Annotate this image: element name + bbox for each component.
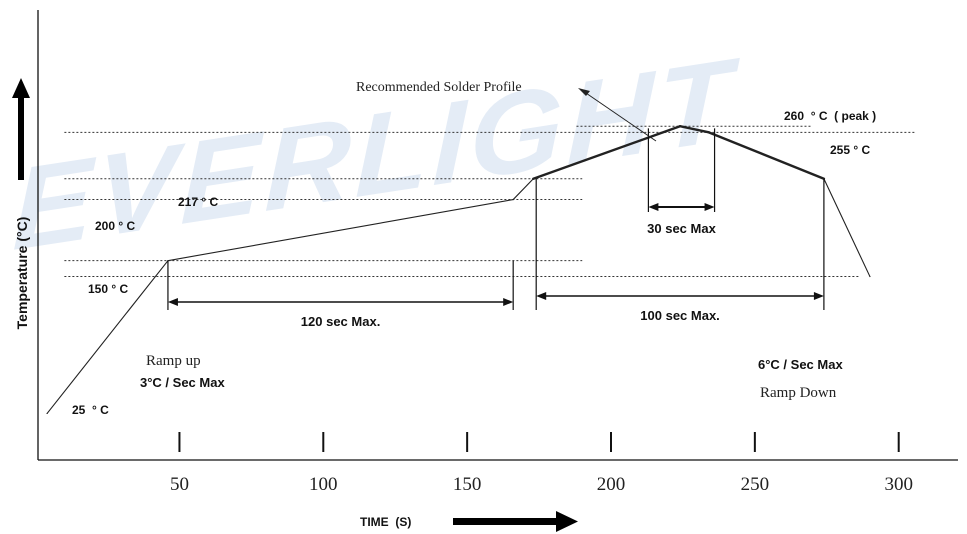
ramp-down-title: Ramp Down (760, 385, 837, 401)
interval-right-arrow-icon-0 (503, 298, 514, 306)
interval-label-0: 120 sec Max. (301, 314, 381, 329)
x-tick-label-50: 50 (170, 474, 189, 495)
x-axis-arrow-shaft (453, 518, 559, 525)
x-tick-label-250: 250 (741, 474, 770, 495)
ramp-up-title: Ramp up (146, 353, 201, 369)
temp-label-25: 25 ° C (72, 403, 109, 417)
interval-left-arrow-icon-1 (536, 292, 547, 300)
y-axis-arrow-shaft (18, 96, 24, 180)
profile-point-0 (46, 412, 48, 415)
x-tick-label-300: 300 (884, 474, 913, 495)
profile-series (46, 125, 871, 415)
watermark-text: EVERLIGHT (12, 33, 741, 275)
x-ticks: 50 100 150 200 250 300 (170, 432, 913, 495)
interval-label-2: 30 sec Max (647, 221, 716, 236)
temp-label-200: 200 ° C (95, 219, 135, 233)
profile-point-3 (532, 178, 534, 180)
annotations: Recommended Solder Profile Ramp up 3°C /… (140, 80, 843, 401)
temp-label-217: 217 ° C (178, 195, 218, 209)
y-axis-title-group: Temperature (°C) (12, 78, 30, 329)
profile-label: Recommended Solder Profile (356, 80, 522, 95)
x-axis-label: TIME (S) (360, 515, 411, 529)
ramp-down-rate: 6°C / Sec Max (758, 357, 843, 372)
x-tick-label-200: 200 (597, 474, 626, 495)
interval-right-arrow-icon-2 (704, 203, 715, 211)
profile-pointer-line (582, 90, 657, 142)
axes (37, 10, 958, 461)
interval-label-1: 100 sec Max. (640, 308, 720, 323)
x-axis-title-group: TIME (S) (360, 511, 578, 532)
interval-right-arrow-icon-1 (813, 292, 824, 300)
profile-segment-5 (707, 131, 826, 180)
reference-lines (64, 125, 916, 278)
temp-label-150: 150 ° C (88, 282, 128, 296)
profile-segment-0 (46, 260, 169, 414)
time-intervals: 120 sec Max. 100 sec Max. 30 sec Max (167, 128, 825, 329)
x-axis-arrow-icon (556, 511, 578, 532)
temp-label-260: 260 ° C ( peak ) (784, 109, 876, 123)
temperature-labels: 260 ° C ( peak ) 255 ° C 217 ° C 200 ° C… (72, 109, 876, 417)
profile-segment-2 (512, 178, 534, 201)
profile-point-4 (679, 125, 681, 127)
temp-label-255: 255 ° C (830, 143, 870, 157)
y-axis-label: Temperature (°C) (14, 217, 30, 330)
profile-segment-1 (167, 199, 514, 262)
interval-left-arrow-icon-2 (648, 203, 659, 211)
profile-point-7 (869, 275, 871, 278)
ramp-up-rate: 3°C / Sec Max (140, 375, 225, 390)
profile-point-5 (708, 131, 710, 133)
profile-segment-3 (532, 125, 682, 180)
profile-pointer-arrow-icon (578, 88, 590, 96)
y-axis-arrow-icon (12, 78, 30, 98)
x-tick-label-150: 150 (453, 474, 482, 495)
x-tick-label-100: 100 (309, 474, 338, 495)
interval-left-arrow-icon-0 (167, 298, 178, 306)
profile-point-2 (512, 198, 514, 201)
watermark: EVERLIGHT (12, 33, 741, 275)
profile-segment-4 (678, 125, 711, 134)
profile-segment-6 (823, 178, 871, 278)
